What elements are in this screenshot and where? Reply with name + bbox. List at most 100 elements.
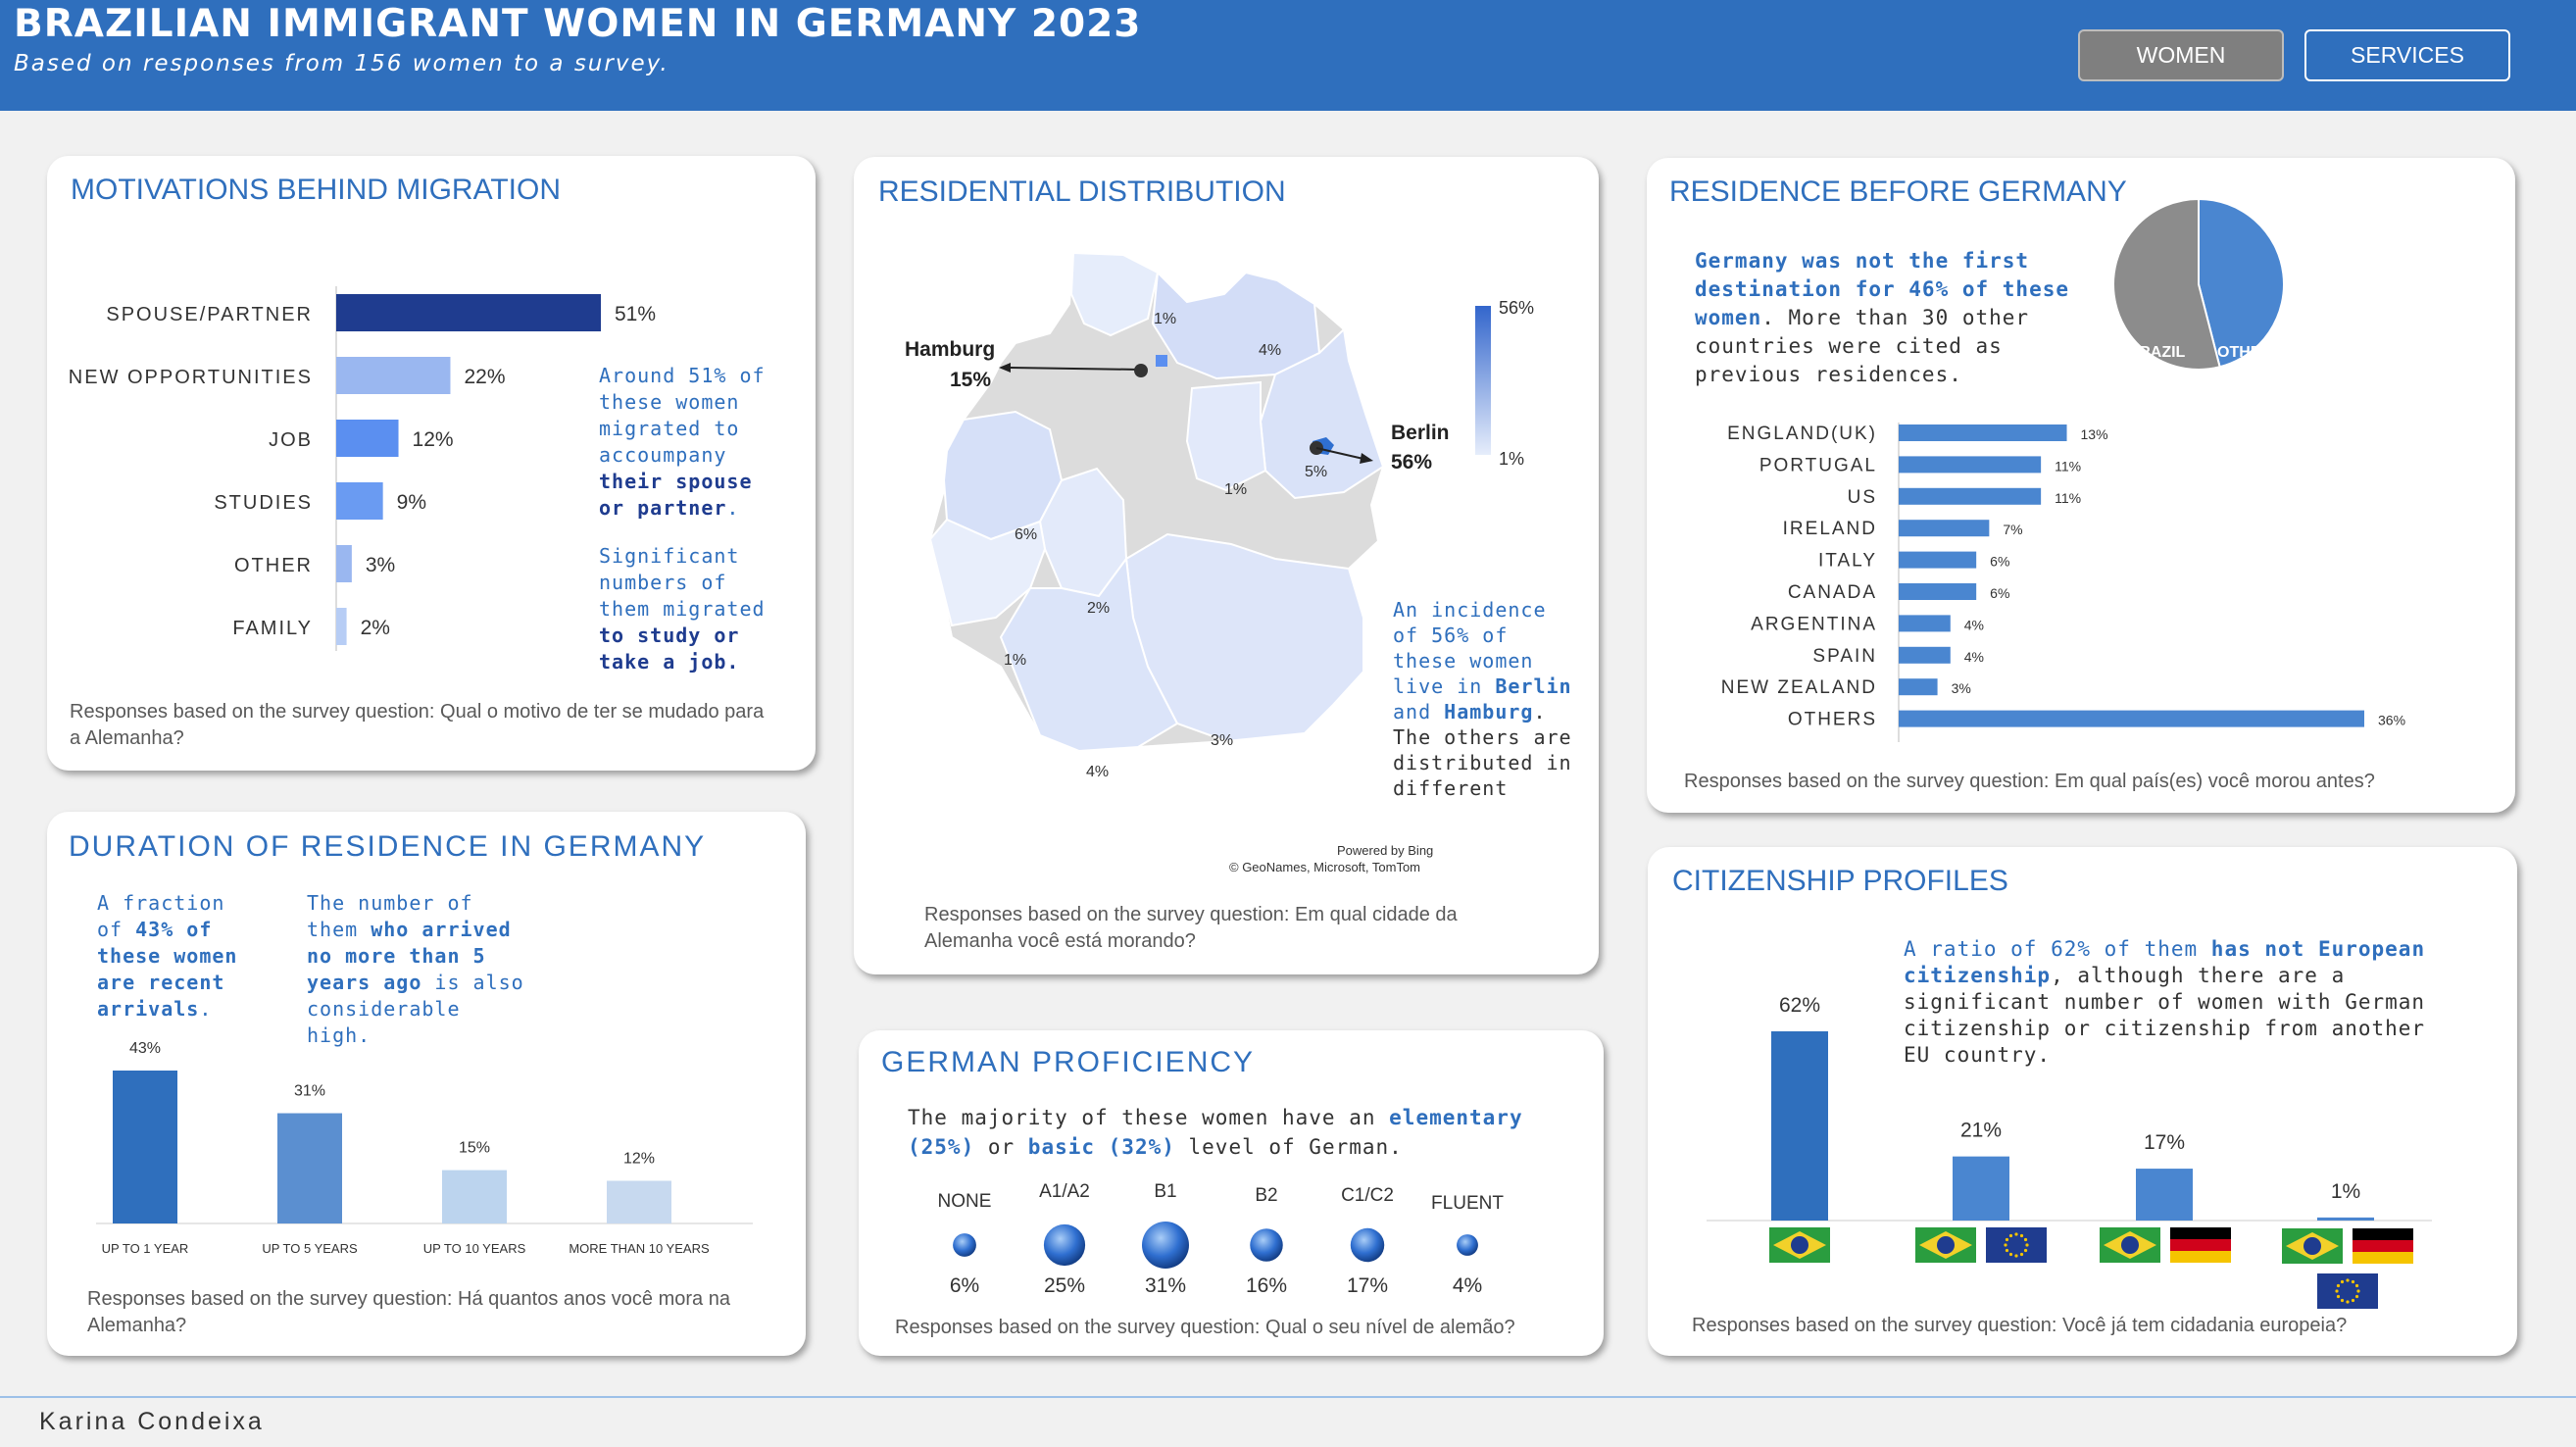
proficiency-level-label: B2	[1255, 1185, 1277, 1206]
proficiency-bubble	[1250, 1228, 1283, 1262]
citizenship-note: Responses based on the survey question: …	[1692, 1315, 2348, 1336]
berlin-name: Berlin	[1391, 422, 1450, 444]
hamburg-arrow	[1010, 367, 1142, 371]
brazil-flag-icon	[1769, 1227, 1830, 1263]
citizenship-insight: A ratio of 62% of them has not European …	[1904, 937, 2426, 1067]
duration-value-label: 43%	[129, 1040, 161, 1057]
duration-chart: 43% UP TO 1 YEAR 31% UP TO 5 YEARS 15% UP TO …	[47, 812, 806, 1361]
proficiency-value-label: 6%	[950, 1274, 979, 1297]
residential-title: RESIDENTIAL DISTRIBUTION	[878, 175, 1286, 208]
germany-flag-icon	[2353, 1228, 2413, 1264]
proficiency-level-label: A1/A2	[1039, 1181, 1090, 1202]
proficiency-level-label: C1/C2	[1341, 1185, 1394, 1206]
residence-before-value-label: 4%	[1964, 649, 1984, 665]
residence-before-bar	[1899, 646, 1951, 664]
duration-insight-1: A fraction of 43% of these women are rec…	[97, 891, 238, 1021]
proficiency-note: Responses based on the survey question: …	[895, 1317, 1515, 1338]
header-bar: BRAZILIAN IMMIGRANT WOMEN IN GERMANY 202…	[0, 0, 2576, 111]
proficiency-bubble	[1043, 1223, 1086, 1267]
motivations-value-label: 51%	[615, 303, 656, 325]
citizenship-value-label: 1%	[2331, 1180, 2360, 1203]
residence-before-bar	[1899, 487, 2042, 505]
eu-flag-icon	[2317, 1273, 2378, 1309]
residence-before-category-label: ITALY	[1818, 551, 1877, 572]
before-pie-svg: BRAZIL 54% OTHER 46%	[2112, 197, 2285, 394]
motivations-title: MOTIVATIONS BEHIND MIGRATION	[71, 174, 562, 206]
residence-before-chart: ENGLAND(UK) 13% PORTUGAL 11% US 11% IRELAND 7% I…	[1647, 158, 2515, 818]
hamburg-name: Hamburg	[905, 338, 995, 361]
residence-before-category-label: PORTUGAL	[1759, 455, 1877, 475]
motivations-value-label: 22%	[464, 366, 505, 388]
page-subtitle: Based on responses from 156 women to a s…	[14, 51, 669, 76]
region-hamburg	[1156, 355, 1167, 367]
pie-slice-brazil	[2112, 197, 2221, 371]
motivations-category-label: OTHER	[234, 555, 313, 576]
proficiency-value-label: 17%	[1347, 1274, 1388, 1297]
duration-value-label: 31%	[294, 1083, 325, 1100]
duration-category-label: UP TO 10 YEARS	[423, 1241, 526, 1256]
residence-before-value-label: 6%	[1990, 554, 2009, 570]
duration-insight-2: The number of them who arrived no more t…	[307, 891, 524, 1047]
citizenship-title: CITIZENSHIP PROFILES	[1672, 865, 2008, 897]
motivations-bar	[336, 294, 601, 331]
motivations-insight-2: Significant numbers of them migrated to …	[599, 544, 766, 674]
proficiency-level-label: FLUENT	[1431, 1193, 1504, 1214]
region-label: 1%	[1154, 311, 1176, 327]
berlin-arrow	[1315, 447, 1364, 460]
motivations-category-label: NEW OPPORTUNITIES	[69, 367, 313, 388]
motivations-bar	[336, 608, 347, 645]
residential-card: RESIDENTIAL DISTRIBUTION 1% 4% 5% 1% 6% …	[854, 157, 1599, 974]
citizenship-value-label: 17%	[2144, 1131, 2185, 1154]
residence-before-category-label: IRELAND	[1783, 519, 1877, 539]
region-label: 1%	[1004, 652, 1026, 669]
proficiency-value-label: 31%	[1145, 1274, 1186, 1297]
motivations-bar	[336, 545, 352, 582]
residence-before-value-label: 4%	[1964, 617, 1984, 632]
map-attribution-2: © GeoNames, Microsoft, TomTom	[1229, 860, 1420, 874]
proficiency-title: GERMAN PROFICIENCY	[881, 1046, 1256, 1078]
residence-before-note: Responses based on the survey question: …	[1684, 771, 2375, 792]
residence-before-bar	[1899, 520, 1990, 537]
author-name: Karina Condeixa	[39, 1408, 265, 1435]
residence-before-category-label: SPAIN	[1812, 646, 1877, 667]
region-label: 5%	[1305, 464, 1327, 480]
proficiency-bubble	[953, 1233, 976, 1257]
berlin-value: 56%	[1391, 451, 1432, 474]
residence-before-title: RESIDENCE BEFORE GERMANY	[1669, 175, 2127, 208]
region-rheinland	[928, 518, 1047, 627]
citizenship-bar	[1771, 1031, 1828, 1221]
citizenship-value-label: 62%	[1779, 994, 1820, 1017]
germany-map[interactable]: 1% 4% 5% 1% 6% 2% 1% 3% 4% Hamburg 15% B…	[854, 157, 1599, 974]
motivations-bar	[336, 357, 451, 394]
duration-category-label: UP TO 1 YEAR	[102, 1241, 189, 1256]
duration-title: DURATION OF RESIDENCE IN GERMANY	[69, 830, 707, 863]
duration-chart-svg: 43% UP TO 1 YEAR 31% UP TO 5 YEARS 15% UP TO …	[96, 1040, 753, 1256]
color-scale-max: 56%	[1499, 298, 1534, 318]
proficiency-value-label: 16%	[1246, 1274, 1287, 1297]
page-title: BRAZILIAN IMMIGRANT WOMEN IN GERMANY 202…	[14, 2, 1142, 46]
before-chart-svg: ENGLAND(UK) 13% PORTUGAL 11% US 11% IRELAND 7% I…	[1721, 423, 2405, 742]
women-button[interactable]: WOMEN	[2078, 29, 2284, 81]
proficiency-bubble	[1350, 1227, 1385, 1263]
residential-insight: An incidence of 56% of these women live …	[1393, 598, 1572, 800]
motivations-value-label: 2%	[361, 617, 390, 639]
citizenship-chart: 62% 21% 17% 1%	[1648, 847, 2517, 1361]
brazil-flag-icon	[1915, 1227, 1976, 1263]
region-label: 2%	[1087, 600, 1110, 617]
motivations-category-label: JOB	[269, 429, 313, 451]
proficiency-card: GERMAN PROFICIENCY The majority of these…	[859, 1030, 1604, 1356]
residence-before-bar	[1899, 551, 1977, 569]
motivations-chart: SPOUSE/PARTNER 51% NEW OPPORTUNITIES 22% JOB…	[47, 156, 816, 775]
motivations-bar	[336, 420, 399, 457]
proficiency-insight: The majority of these women have an elem…	[908, 1106, 1523, 1159]
motivations-card: MOTIVATIONS BEHIND MIGRATION SPOUSE/PART…	[47, 156, 816, 771]
region-mecklenburg	[1151, 270, 1321, 380]
services-button[interactable]: SERVICES	[2304, 29, 2510, 81]
residence-before-value-label: 11%	[2055, 458, 2081, 474]
hamburg-value: 15%	[950, 369, 991, 391]
motiv-chart-svg: SPOUSE/PARTNER 51% NEW OPPORTUNITIES 22% JOB…	[69, 286, 656, 651]
region-label: 4%	[1259, 342, 1281, 359]
duration-card: DURATION OF RESIDENCE IN GERMANY A fract…	[47, 812, 806, 1356]
residence-before-value-label: 6%	[1990, 585, 2009, 601]
residence-before-insight: Germany was not the first destination fo…	[1695, 249, 2070, 386]
